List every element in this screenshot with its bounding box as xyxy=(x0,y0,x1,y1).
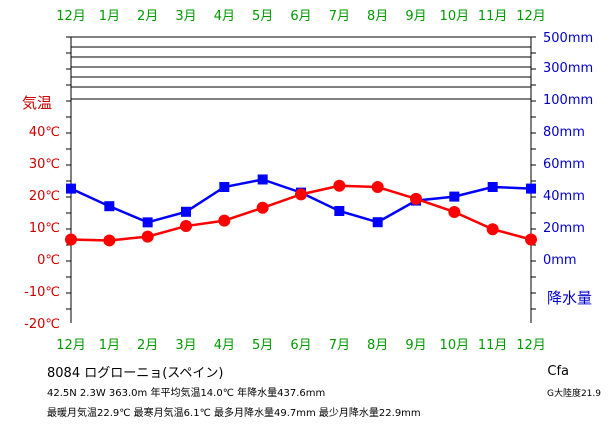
temperature-marker xyxy=(410,192,422,205)
precipitation-marker xyxy=(334,206,345,216)
month-label-top: 10月 xyxy=(440,9,470,24)
month-label-top: 2月 xyxy=(137,9,158,24)
precipitation-marker xyxy=(66,183,76,194)
precipitation-tick-label: 100mm xyxy=(543,93,593,108)
month-label-top: 3月 xyxy=(175,9,196,24)
temperature-marker xyxy=(218,214,231,227)
temperature-tick-label: 0℃ xyxy=(37,253,60,268)
month-label-top: 6月 xyxy=(290,9,311,24)
station-coordinates: 42.5N 2.3W 363.0m 年平均気温14.0℃ 年降水量437.6mm xyxy=(47,388,326,399)
station-name: 8084 ログローニョ(スペイン) xyxy=(47,366,224,381)
month-label-bottom: 6月 xyxy=(290,338,311,353)
koppen-class: Cfa xyxy=(547,364,569,379)
temperature-marker xyxy=(525,233,537,246)
temperature-marker xyxy=(295,188,307,201)
month-label-bottom: 9月 xyxy=(405,338,426,353)
month-label-top: 12月 xyxy=(56,9,86,24)
precipitation-tick-label: 0mm xyxy=(543,253,577,268)
month-label-top: 7月 xyxy=(329,9,350,24)
temperature-tick-label: 20℃ xyxy=(29,189,60,204)
month-label-bottom: 8月 xyxy=(367,338,388,353)
precipitation-tick-label: 60mm xyxy=(543,157,585,172)
temperature-marker xyxy=(65,233,77,246)
temperature-marker xyxy=(448,205,461,218)
precipitation-tick-label: 20mm xyxy=(543,221,585,236)
month-label-bottom: 10月 xyxy=(440,338,470,353)
precipitation-axis-label: 降水量 xyxy=(547,289,592,307)
month-label-top: 9月 xyxy=(405,9,426,24)
precipitation-tick-label: 40mm xyxy=(543,189,585,204)
month-label-bottom: 3月 xyxy=(175,338,196,353)
month-label-bottom: 12月 xyxy=(516,338,546,353)
precipitation-marker xyxy=(219,182,230,192)
month-label-top: 1月 xyxy=(99,9,120,24)
series-layer xyxy=(65,174,537,247)
precipitation-tick-label: 300mm xyxy=(543,61,593,76)
axis-ticks xyxy=(66,36,536,310)
temperature-marker xyxy=(333,179,346,192)
precipitation-tick-label: 500mm xyxy=(543,31,593,46)
month-label-bottom: 2月 xyxy=(137,338,158,353)
temperature-marker xyxy=(256,201,269,214)
month-label-top: 5月 xyxy=(252,9,273,24)
month-label-bottom: 11月 xyxy=(478,338,508,353)
precipitation-tick-label: 80mm xyxy=(543,125,585,140)
temperature-axis-label: 気温 xyxy=(22,94,52,112)
month-label-top: 4月 xyxy=(214,9,235,24)
continentality-index: G大陸度21.9 xyxy=(546,389,601,399)
precipitation-marker xyxy=(487,182,498,192)
temperature-tick-label: 10℃ xyxy=(29,221,60,236)
grid-lines xyxy=(70,36,532,323)
month-label-bottom: 4月 xyxy=(214,338,235,353)
precipitation-marker xyxy=(449,191,460,202)
precipitation-marker xyxy=(372,217,383,228)
month-label-bottom: 12月 xyxy=(56,338,86,353)
temperature-marker xyxy=(103,234,116,247)
temperature-tick-label: 30℃ xyxy=(29,157,60,172)
precipitation-marker xyxy=(526,183,536,194)
temperature-marker xyxy=(141,230,154,243)
station-extremes: 最暖月気温22.9℃ 最寒月気温6.1℃ 最多月降水量49.7mm 最少月降水量… xyxy=(47,408,421,419)
temperature-marker xyxy=(371,181,384,193)
precipitation-marker xyxy=(142,217,153,228)
precipitation-marker xyxy=(257,174,268,185)
month-label-top: 12月 xyxy=(516,9,546,24)
temperature-marker xyxy=(180,220,192,233)
precipitation-marker xyxy=(104,201,115,212)
month-label-bottom: 7月 xyxy=(329,338,350,353)
month-label-bottom: 1月 xyxy=(99,338,120,353)
axis-labels: 40℃ 30℃ 20℃ 10℃ 0℃ -10℃ -20℃ 気温 500mm 300mm 100mm 8… xyxy=(22,9,593,353)
month-label-bottom: 5月 xyxy=(252,338,273,353)
temperature-marker xyxy=(486,223,499,236)
temperature-tick-label: -10℃ xyxy=(24,285,60,300)
precipitation-marker xyxy=(181,206,191,217)
temperature-tick-label: -20℃ xyxy=(24,317,60,332)
month-label-top: 8月 xyxy=(367,9,388,24)
temperature-tick-label: 40℃ xyxy=(29,125,60,140)
month-label-top: 11月 xyxy=(478,9,508,24)
